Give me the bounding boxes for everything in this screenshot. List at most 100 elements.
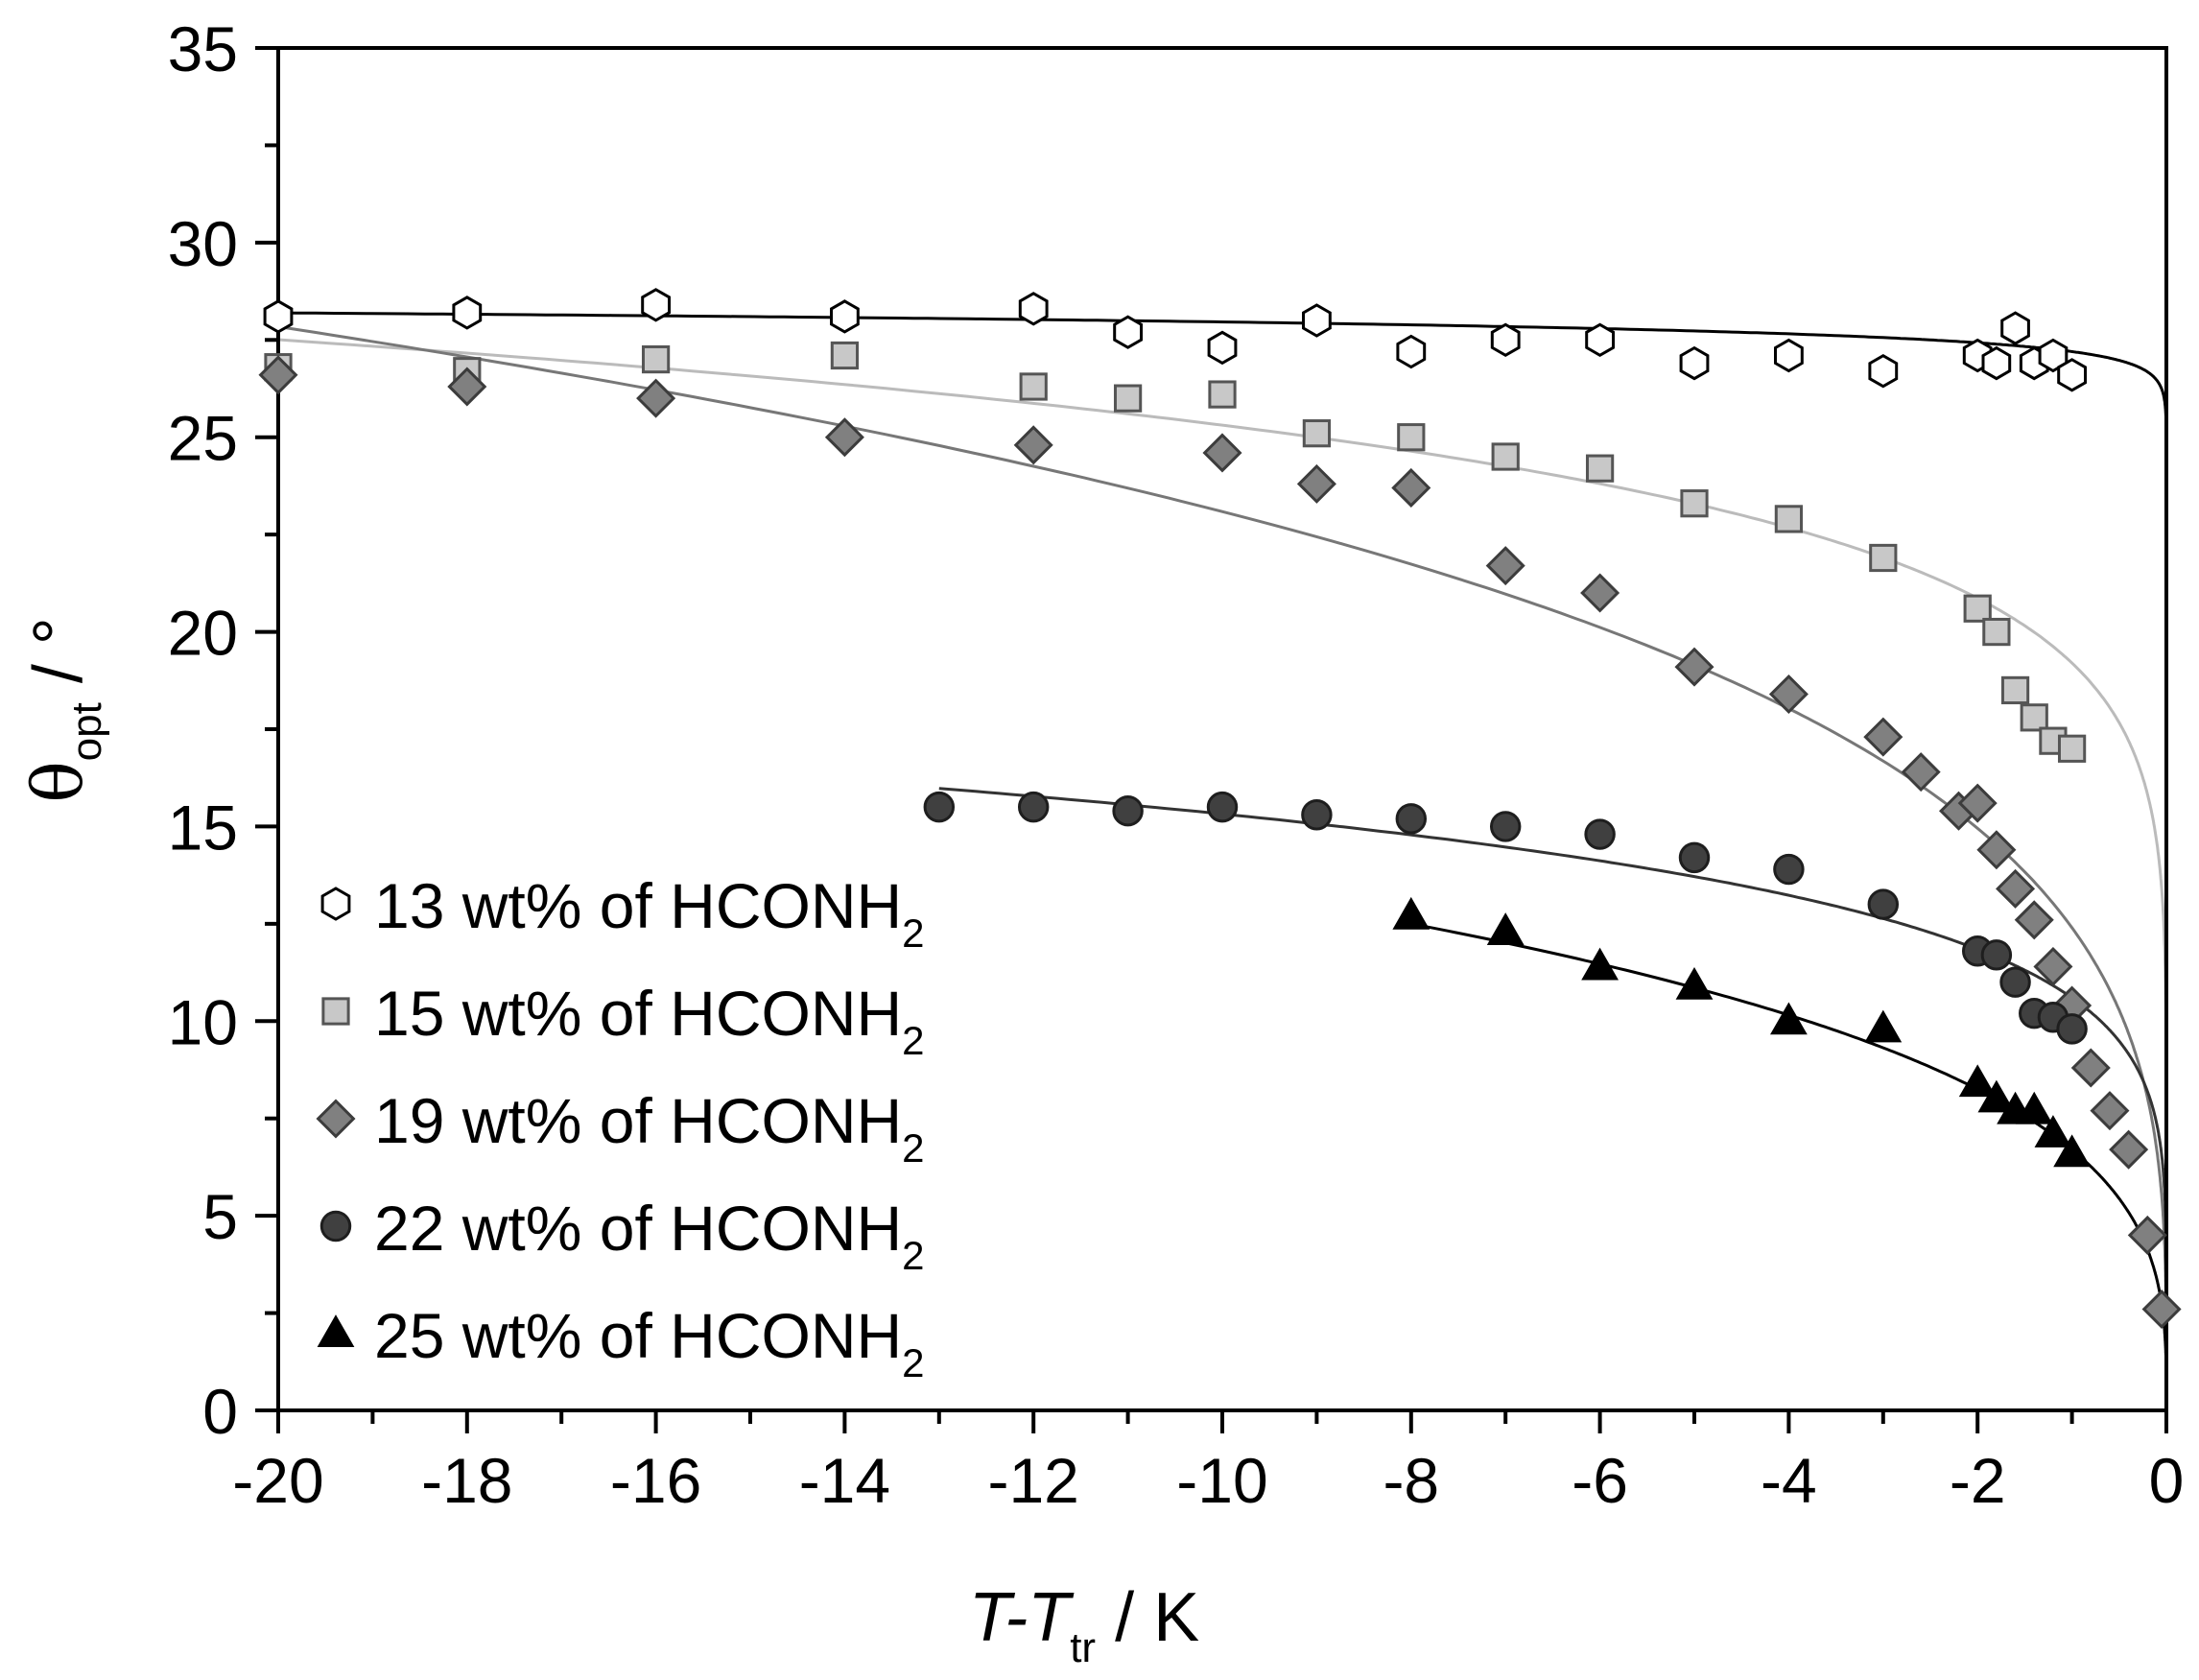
y-tick-label: 10 (168, 986, 238, 1057)
data-point (2057, 734, 2087, 763)
data-point (1491, 442, 1520, 471)
axis-ticks: -20 -18 -16 -14 -12 -10 -8 -6 -4 -2 00510152025303… (168, 13, 2185, 1516)
data-point (2141, 1289, 2182, 1330)
y-tick-label: 20 (168, 598, 238, 669)
fit-curve (1410, 922, 2168, 1403)
data-point (321, 997, 350, 1026)
data-point (1302, 303, 1332, 338)
data-point (319, 1210, 352, 1242)
data-point (1674, 647, 1714, 687)
data-point (1768, 674, 1809, 715)
data-point (1958, 1064, 1997, 1098)
data-point (316, 1099, 356, 1139)
data-markers (258, 288, 2182, 1330)
data-point (641, 288, 671, 322)
data-point (1485, 546, 1525, 586)
data-point (1773, 853, 1805, 886)
data-point (1999, 966, 2031, 998)
data-point (1019, 372, 1048, 401)
data-point (2057, 358, 2087, 392)
data-point (1392, 896, 1431, 930)
data-point (1391, 467, 1431, 508)
data-point (2127, 1215, 2167, 1255)
series-markers (263, 288, 2087, 392)
data-point (2020, 703, 2048, 732)
data-point (1585, 454, 1615, 483)
data-point (1680, 489, 1709, 518)
x-tick-label: -16 (610, 1445, 701, 1516)
y-axis-title-sub: opt (63, 702, 110, 761)
legend-entry: 15 wt% of HCONH2 (321, 978, 925, 1063)
data-point (1996, 868, 2036, 909)
data-point (636, 378, 676, 418)
y-tick-label: 25 (168, 403, 238, 474)
legend-label: 13 wt% of HCONH2 (374, 870, 925, 956)
data-point (1585, 322, 1615, 358)
svg-text:θopt / °: θopt / ° (17, 617, 110, 802)
x-axis-title-unit: / K (1096, 1579, 1199, 1656)
data-point (2000, 675, 2030, 705)
series-markers (1392, 896, 2091, 1168)
x-tick-label: -12 (988, 1445, 1079, 1516)
data-point (1112, 794, 1144, 827)
y-axis-title-unit: / ° (20, 617, 97, 702)
data-point (1396, 334, 1427, 369)
data-point (1982, 617, 2011, 647)
y-axis-title-symbol: θ (17, 761, 98, 802)
legend-entry: 22 wt% of HCONH2 (319, 1193, 925, 1278)
legend-label: 15 wt% of HCONH2 (374, 978, 925, 1063)
legend-entry: 25 wt% of HCONH2 (317, 1300, 925, 1385)
data-point (317, 1314, 355, 1347)
data-point (830, 341, 860, 370)
data-point (1901, 752, 1941, 793)
legend: 13 wt% of HCONH2 15 wt% of HCONH2 19 wt% o… (316, 870, 925, 1385)
data-point (1489, 811, 1522, 842)
data-point (1868, 353, 1899, 389)
data-point (320, 887, 351, 921)
data-point (1018, 292, 1049, 326)
data-point (1963, 594, 1992, 623)
data-point (1869, 543, 1898, 573)
data-point (1864, 1009, 1903, 1043)
data-point (1113, 315, 1143, 349)
data-point (258, 355, 298, 395)
x-tick-label: -18 (421, 1445, 512, 1516)
fit-curve (277, 324, 2168, 1399)
series-markers (923, 791, 2088, 1045)
x-tick-label: -20 (232, 1445, 323, 1516)
data-point (1770, 1002, 1808, 1035)
data-point (2053, 1134, 2091, 1168)
data-point (923, 791, 956, 823)
data-point (1017, 791, 1050, 823)
data-point (2056, 1013, 2088, 1045)
data-point (2070, 1048, 2111, 1088)
data-point (1675, 966, 1714, 1000)
legend-label: 22 wt% of HCONH2 (374, 1193, 925, 1278)
data-point (1296, 463, 1336, 504)
data-point (1013, 425, 1053, 465)
x-tick-label: -8 (1383, 1445, 1439, 1516)
y-tick-label: 0 (202, 1376, 238, 1447)
data-point (2015, 1091, 2053, 1124)
y-tick-label: 5 (202, 1181, 238, 1252)
data-point (1863, 717, 1903, 757)
data-point (263, 299, 294, 334)
legend-entry: 19 wt% of HCONH2 (316, 1085, 925, 1171)
data-point (1397, 423, 1426, 452)
data-point (1208, 380, 1237, 409)
data-point (1207, 330, 1238, 366)
data-point (1774, 338, 1804, 373)
data-point (1202, 433, 1242, 473)
data-point (2034, 1115, 2072, 1148)
x-axis-title-main: T-T (969, 1579, 1075, 1656)
x-tick-label: 0 (2149, 1445, 2185, 1516)
data-point (1486, 912, 1525, 945)
data-point (1981, 345, 2012, 381)
x-tick-label: -4 (1761, 1445, 1817, 1516)
data-point (1581, 947, 1619, 981)
data-point (1395, 803, 1428, 835)
data-point (641, 344, 671, 374)
data-point (1679, 345, 1710, 381)
data-point (1302, 419, 1332, 448)
